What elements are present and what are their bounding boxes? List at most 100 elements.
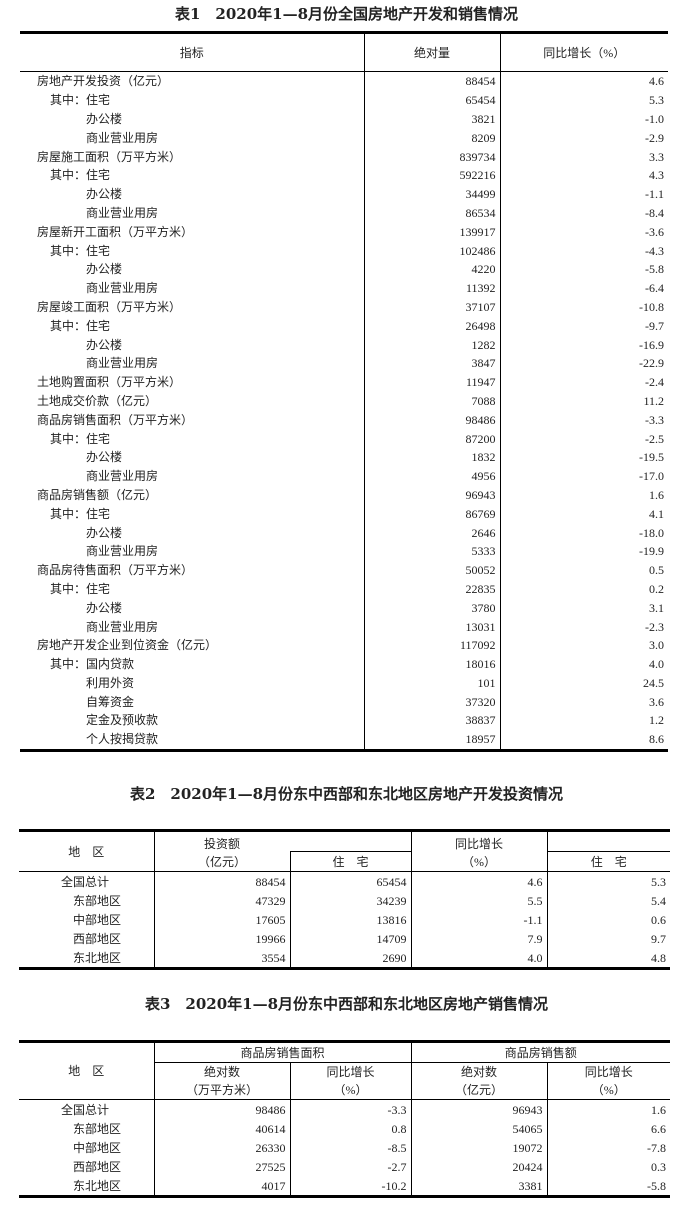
absolute-value: 37320 xyxy=(364,692,501,712)
indicator-label: 办公楼 xyxy=(20,335,365,354)
table-row: 房屋新开工面积（万平方米） 139917 -3.6 xyxy=(20,222,668,242)
investment-value: 47329 xyxy=(154,891,291,910)
growth-value: -5.8 xyxy=(645,262,664,277)
absolute-value: 98486 xyxy=(364,410,501,430)
indicator-label: 商业营业用房 xyxy=(20,466,365,486)
residential-value: 14709 xyxy=(290,929,412,948)
label: 同比增长 xyxy=(326,1065,375,1079)
growth-value: -8.4 xyxy=(645,205,664,220)
growth-value: -1.1 xyxy=(645,187,664,202)
growth-value: -19.5 xyxy=(639,450,664,465)
table-row: 商业营业用房 11392 -6.4 xyxy=(20,278,668,298)
header-region: 地 区 xyxy=(19,830,155,872)
absolute-value: 101 xyxy=(364,673,501,693)
growth-value: 7.9 xyxy=(411,929,548,948)
region-label: 东部地区 xyxy=(19,1119,155,1138)
header-sales-group: 商品房销售额 xyxy=(411,1041,670,1063)
indicator-label: 其中：住宅 xyxy=(20,429,365,448)
indicator-label: 其中：住宅 xyxy=(20,241,365,260)
table-row: 商品房销售额（亿元） 96943 1.6 xyxy=(20,485,668,505)
table-row: 其中：住宅 22835 0.2 xyxy=(20,579,668,599)
growth-value: 1.2 xyxy=(649,713,664,728)
table-row: 商业营业用房 4956 -17.0 xyxy=(20,466,668,486)
table-row: 办公楼 1282 -16.9 xyxy=(20,335,668,354)
growth-value: 5.5 xyxy=(411,891,548,910)
table-row: 中部地区 26330 -8.5 19072 -7.8 xyxy=(19,1138,670,1157)
absolute-value: 87200 xyxy=(364,429,501,448)
area-value: 27525 xyxy=(154,1157,291,1176)
header-area-growth: 同比增长 （%） xyxy=(290,1062,412,1100)
table-row: 其中：住宅 86769 4.1 xyxy=(20,504,668,524)
header-absolute: 绝对量 xyxy=(364,32,501,72)
indicator-label: 商品房待售面积（万平方米） xyxy=(20,560,365,580)
header-area-group: 商品房销售面积 xyxy=(154,1041,412,1063)
table-row: 东北地区 4017 -10.2 3381 -5.8 xyxy=(19,1176,670,1197)
table-row: 其中：国内贷款 18016 4.0 xyxy=(20,654,668,674)
unit: （%） xyxy=(333,1083,368,1097)
absolute-value: 11392 xyxy=(364,278,501,298)
sales-growth-value: -7.8 xyxy=(647,1140,666,1155)
absolute-value: 3847 xyxy=(364,353,501,373)
absolute-value: 4956 xyxy=(364,466,501,486)
absolute-value: 22835 xyxy=(364,579,501,599)
header-growth: 同比增长（%） xyxy=(500,32,668,72)
sales-growth-value: 0.3 xyxy=(651,1159,666,1174)
growth-value: -2.4 xyxy=(645,375,664,390)
growth-value: 5.3 xyxy=(649,93,664,108)
table-row: 商业营业用房 5333 -19.9 xyxy=(20,541,668,561)
table-row: 房屋施工面积（万平方米） 839734 3.3 xyxy=(20,147,668,166)
absolute-value: 5333 xyxy=(364,541,501,561)
absolute-value: 3821 xyxy=(364,109,501,129)
indicator-label: 办公楼 xyxy=(20,447,365,467)
growth-value: 4.1 xyxy=(649,506,664,521)
table-row: 中部地区 17605 13816 -1.1 0.6 xyxy=(19,910,670,929)
indicator-label: 办公楼 xyxy=(20,109,365,129)
growth-value: 3.1 xyxy=(649,600,664,615)
indicator-label: 其中：住宅 xyxy=(20,316,365,336)
indicator-label: 商品房销售面积（万平方米） xyxy=(20,410,365,430)
indicator-label: 办公楼 xyxy=(20,184,365,204)
table2: 地 区 投资额 （亿元） 同比增长 （%） 住 宅 住 宅 全国总计 88454 654… xyxy=(19,829,670,970)
absolute-value: 88454 xyxy=(364,71,501,91)
absolute-value: 38837 xyxy=(364,711,501,730)
growth-value: -4.3 xyxy=(645,243,664,258)
region-label: 西部地区 xyxy=(19,929,155,948)
indicator-label: 其中：国内贷款 xyxy=(20,654,365,674)
indicator-label: 商业营业用房 xyxy=(20,541,365,561)
indicator-label: 房屋新开工面积（万平方米） xyxy=(20,222,365,242)
absolute-value: 18957 xyxy=(364,729,501,751)
table-row: 房地产开发企业到位资金（亿元） 117092 3.0 xyxy=(20,635,668,655)
table-row: 办公楼 2646 -18.0 xyxy=(20,523,668,542)
region-label: 东部地区 xyxy=(19,891,155,910)
table-row: 商品房待售面积（万平方米） 50052 0.5 xyxy=(20,560,668,580)
sales-value: 20424 xyxy=(411,1157,548,1176)
indicator-label: 房地产开发投资（亿元） xyxy=(20,71,365,91)
growth-value: -2.9 xyxy=(645,130,664,145)
growth-value: -10.8 xyxy=(639,299,664,314)
absolute-value: 7088 xyxy=(364,391,501,411)
indicator-label: 利用外资 xyxy=(20,673,365,693)
table-row: 东北地区 3554 2690 4.0 4.8 xyxy=(19,948,670,969)
growth-residential-value: 0.6 xyxy=(651,912,666,927)
indicator-label: 其中：住宅 xyxy=(20,90,365,110)
area-growth-value: -3.3 xyxy=(290,1099,412,1119)
region-label: 中部地区 xyxy=(19,910,155,929)
growth-value: 24.5 xyxy=(643,675,664,690)
investment-value: 19966 xyxy=(154,929,291,948)
growth-value: 3.0 xyxy=(649,638,664,653)
indicator-label: 商业营业用房 xyxy=(20,353,365,373)
indicator-label: 房屋竣工面积（万平方米） xyxy=(20,297,365,317)
table-row: 办公楼 1832 -19.5 xyxy=(20,447,668,467)
table-row: 定金及预收款 38837 1.2 xyxy=(20,711,668,730)
table-row: 东部地区 40614 0.8 54065 6.6 xyxy=(19,1119,670,1138)
absolute-value: 1282 xyxy=(364,335,501,354)
table-row: 西部地区 27525 -2.7 20424 0.3 xyxy=(19,1157,670,1176)
region-label: 全国总计 xyxy=(19,1099,155,1119)
table-row: 商业营业用房 86534 -8.4 xyxy=(20,203,668,223)
sales-growth-value: -5.8 xyxy=(647,1178,666,1193)
sales-value: 19072 xyxy=(411,1138,548,1157)
table-row: 商业营业用房 3847 -22.9 xyxy=(20,353,668,373)
indicator-label: 土地购置面积（万平方米） xyxy=(20,372,365,392)
absolute-value: 2646 xyxy=(364,523,501,542)
indicator-label: 办公楼 xyxy=(20,259,365,279)
